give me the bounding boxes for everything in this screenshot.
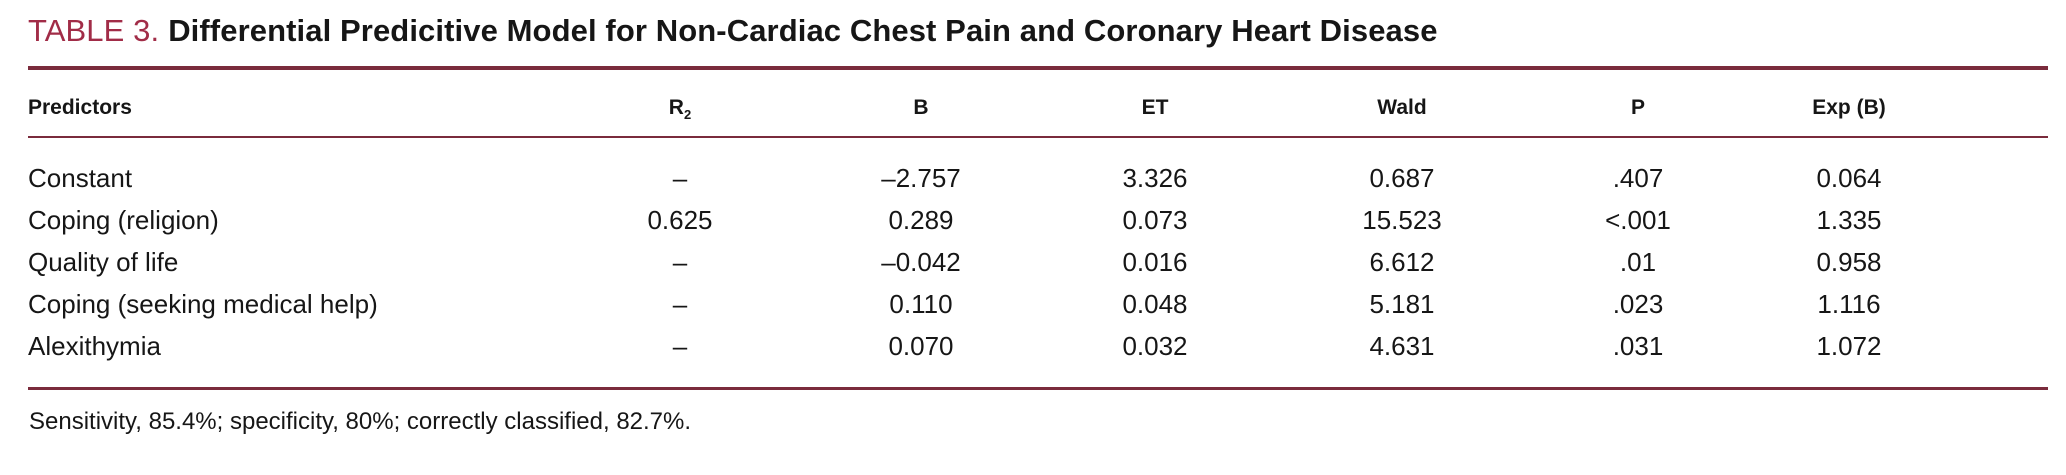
table-title: TABLE 3. Differential Predicitive Model f… <box>28 13 2048 48</box>
header-r2-subscript: 2 <box>683 106 692 122</box>
header-predictors: Predictors <box>28 69 555 138</box>
cell-wald: 5.181 <box>1369 289 1435 319</box>
cell-r2: – <box>672 247 688 277</box>
table-row: Quality of life – –0.042 0.016 6.612 .01… <box>28 242 2048 284</box>
cell-b: –0.042 <box>881 247 961 277</box>
header-p: P <box>1531 69 1745 138</box>
cell-b: 0.289 <box>888 205 954 235</box>
cell-predictor: Coping (seeking medical help) <box>28 289 378 319</box>
table-footnote: Sensitivity, 85.4%; specificity, 80%; co… <box>29 408 692 435</box>
bottom-rule <box>28 386 2048 390</box>
cell-predictor: Alexithymia <box>28 331 161 361</box>
cell-p: .01 <box>1619 247 1657 277</box>
header-et: ET <box>1037 69 1273 138</box>
header-wald: Wald <box>1273 69 1531 138</box>
stats-table: Predictors R2 B ET Wald P Exp (B) Consta… <box>28 69 2048 368</box>
table-number-label: TABLE 3. <box>28 13 160 48</box>
cell-p: .407 <box>1612 163 1664 193</box>
cell-b: 0.110 <box>889 289 953 319</box>
header-exp-b: Exp (B) <box>1745 69 2048 138</box>
cell-r2: – <box>672 163 688 193</box>
cell-p: .023 <box>1612 289 1664 319</box>
top-rule <box>28 66 2048 70</box>
cell-exp-b: 1.116 <box>1817 289 1881 319</box>
cell-r2: – <box>672 289 688 319</box>
cell-et: 0.048 <box>1122 289 1188 319</box>
cell-b: –2.757 <box>881 163 961 193</box>
cell-et: 0.032 <box>1122 331 1188 361</box>
cell-predictor: Quality of life <box>28 247 179 277</box>
cell-r2: 0.625 <box>647 205 713 235</box>
table-row: Coping (seeking medical help) – 0.110 0.… <box>28 284 2048 326</box>
cell-exp-b: 0.064 <box>1816 163 1882 193</box>
cell-wald: 6.612 <box>1369 247 1435 277</box>
table-row: Alexithymia – 0.070 0.032 4.631 .031 1.0… <box>28 326 2048 368</box>
cell-b: 0.070 <box>888 331 954 361</box>
cell-predictor: Constant <box>28 163 133 193</box>
cell-et: 0.073 <box>1122 205 1188 235</box>
table-row: Coping (religion) 0.625 0.289 0.073 15.5… <box>28 200 2048 242</box>
header-r2: R2 <box>555 69 805 138</box>
cell-exp-b: 0.958 <box>1816 247 1882 277</box>
cell-p: <.001 <box>1605 205 1671 235</box>
header-r2-base: R <box>668 95 684 119</box>
table-header: Predictors R2 B ET Wald P Exp (B) <box>28 69 2048 138</box>
cell-exp-b: 1.072 <box>1816 331 1882 361</box>
cell-p: .031 <box>1612 331 1664 361</box>
cell-r2: – <box>672 331 688 361</box>
header-row: Predictors R2 B ET Wald P Exp (B) <box>28 69 2048 138</box>
table-row: Constant – –2.757 3.326 0.687 .407 0.064 <box>28 137 2048 200</box>
cell-wald: 15.523 <box>1362 205 1442 235</box>
cell-wald: 0.687 <box>1369 163 1435 193</box>
cell-et: 3.326 <box>1122 163 1188 193</box>
table-title-text: Differential Predicitive Model for Non-C… <box>168 13 1438 48</box>
table-body: Constant – –2.757 3.326 0.687 .407 0.064… <box>28 137 2048 368</box>
cell-wald: 4.631 <box>1369 331 1435 361</box>
header-b: B <box>805 69 1037 138</box>
cell-predictor: Coping (religion) <box>28 205 219 235</box>
cell-et: 0.016 <box>1122 247 1188 277</box>
cell-exp-b: 1.335 <box>1816 205 1882 235</box>
table-content: TABLE 3. Differential Predicitive Model f… <box>28 13 2048 435</box>
